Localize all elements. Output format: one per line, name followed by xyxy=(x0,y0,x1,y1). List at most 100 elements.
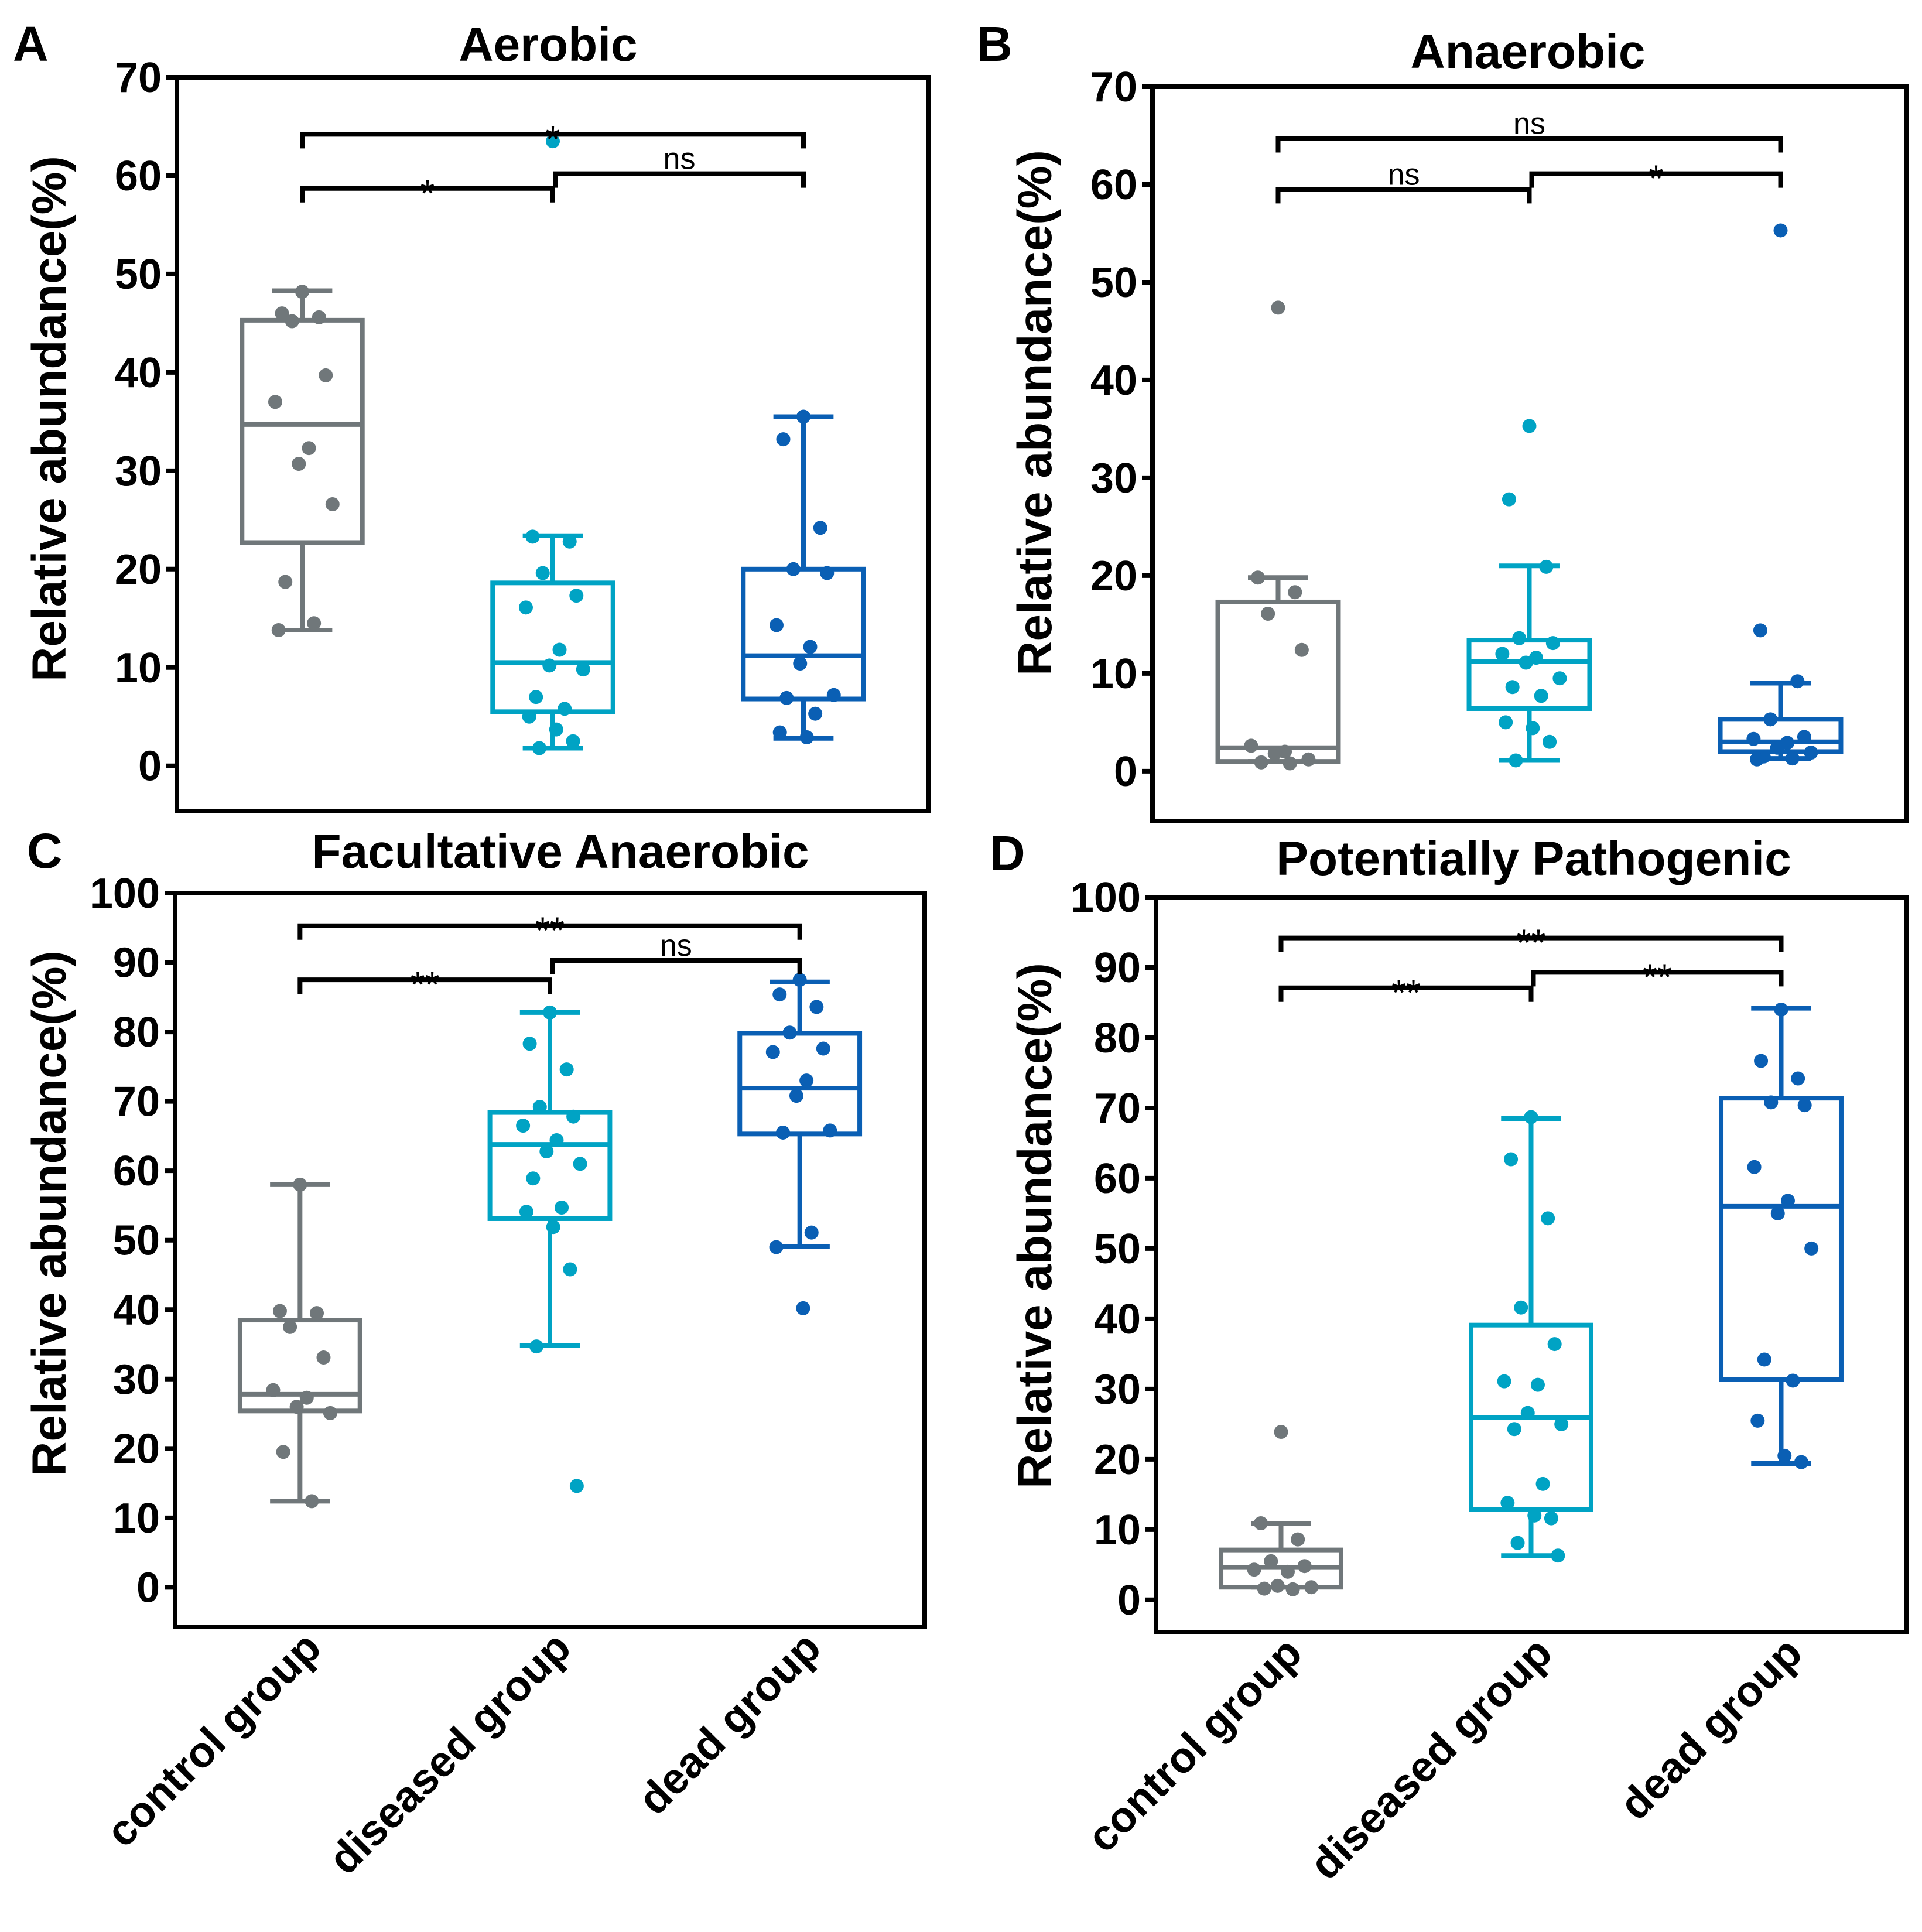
data-point xyxy=(1499,715,1513,730)
data-point xyxy=(275,306,289,321)
data-point xyxy=(796,1301,810,1315)
plot-frame xyxy=(1150,84,1909,823)
data-point xyxy=(796,409,810,424)
data-point xyxy=(1270,1578,1285,1593)
data-point xyxy=(776,432,791,447)
significance-bracket xyxy=(1278,935,1784,952)
significance-bracket xyxy=(1278,985,1534,1002)
data-point xyxy=(1545,636,1560,651)
data-point xyxy=(1271,300,1285,315)
significance-label: ** xyxy=(1517,922,1546,964)
data-point xyxy=(1544,1511,1558,1526)
significance-bracket xyxy=(1529,171,1783,188)
data-point xyxy=(285,314,299,329)
data-point xyxy=(803,640,818,654)
y-tick-label: 50 xyxy=(1090,259,1137,306)
data-point xyxy=(555,1201,569,1215)
significance-label: ** xyxy=(411,963,440,1006)
data-point xyxy=(519,1205,533,1219)
y-axis-label-a: Relative abundance(%) xyxy=(23,156,76,682)
data-point xyxy=(532,1100,547,1114)
iqr-box xyxy=(741,566,866,702)
iqr-box xyxy=(1215,599,1341,764)
panel-title-b: Anaerobic xyxy=(1411,25,1646,78)
data-point xyxy=(562,534,577,549)
data-point xyxy=(516,1119,531,1133)
x-tick-label: control group xyxy=(97,1623,330,1856)
data-point xyxy=(1519,655,1533,670)
data-point xyxy=(1301,752,1316,767)
data-point xyxy=(813,521,827,535)
panel-title-c: Facultative Anaerobic xyxy=(312,825,809,878)
data-point xyxy=(808,706,823,721)
data-point xyxy=(1763,712,1778,727)
significance-bracket xyxy=(300,186,555,203)
data-point xyxy=(1261,607,1275,621)
panel-letter-a: A xyxy=(13,16,49,71)
plot-frame xyxy=(173,891,927,1629)
data-point xyxy=(816,1041,830,1056)
data-point xyxy=(1267,746,1282,761)
y-tick-label: 30 xyxy=(1090,455,1137,502)
data-point xyxy=(292,457,306,471)
data-point xyxy=(1250,570,1265,585)
significance-bracket xyxy=(1275,187,1532,204)
data-point xyxy=(1510,1536,1525,1550)
significance-bracket xyxy=(553,171,806,188)
data-point xyxy=(1785,751,1800,766)
panel-title-a: Aerobic xyxy=(459,18,637,71)
data-point xyxy=(1254,755,1268,770)
y-tick-label: 40 xyxy=(115,350,162,396)
box-diseased-group xyxy=(490,134,615,755)
data-point xyxy=(535,566,550,580)
data-point xyxy=(799,730,814,745)
data-point xyxy=(1504,1152,1519,1167)
data-point xyxy=(1750,1413,1765,1428)
data-point xyxy=(310,1306,324,1321)
data-point xyxy=(1530,1377,1545,1392)
data-point xyxy=(1554,1417,1569,1431)
data-point xyxy=(559,1062,574,1077)
y-axis-label-b: Relative abundance(%) xyxy=(1008,150,1062,676)
y-tick-label: 50 xyxy=(113,1218,160,1264)
data-point xyxy=(1780,1194,1795,1208)
data-point xyxy=(549,1133,564,1148)
data-point xyxy=(293,1177,307,1192)
significance-label: ** xyxy=(1643,956,1672,998)
significance-label: ns xyxy=(660,929,692,963)
data-point xyxy=(1797,1098,1812,1113)
box-control-group xyxy=(1219,1425,1343,1596)
data-point xyxy=(1247,1562,1261,1577)
x-tick-label: diseased group xyxy=(1300,1628,1561,1889)
data-point xyxy=(772,987,787,1002)
data-point xyxy=(563,1262,577,1277)
data-point xyxy=(1770,740,1784,755)
x-tick-label: dead group xyxy=(628,1623,830,1824)
data-point xyxy=(566,1109,581,1124)
data-point xyxy=(1786,1373,1800,1388)
y-tick-label: 100 xyxy=(1071,874,1141,921)
box-dead-group xyxy=(1719,1002,1844,1469)
data-point xyxy=(525,529,540,544)
y-axis-label-d: Relative abundance(%) xyxy=(1008,963,1062,1489)
data-point xyxy=(769,618,784,632)
box-dead-group xyxy=(1718,223,1844,767)
data-point xyxy=(1804,1241,1819,1256)
data-point xyxy=(786,562,801,576)
data-point xyxy=(1750,752,1764,767)
data-point xyxy=(1509,753,1523,768)
data-point xyxy=(804,1225,819,1240)
data-point xyxy=(546,1220,560,1235)
data-point xyxy=(793,656,808,671)
data-point xyxy=(1791,1071,1805,1086)
y-tick-label: 20 xyxy=(1094,1437,1141,1483)
significance-bracket xyxy=(297,977,552,994)
data-point xyxy=(299,1390,314,1405)
data-point xyxy=(546,134,560,149)
data-point xyxy=(1757,1352,1771,1367)
data-point xyxy=(325,497,340,511)
panel-letter-c: C xyxy=(27,823,63,878)
data-point xyxy=(820,566,835,580)
y-tick-label: 10 xyxy=(115,645,162,692)
y-tick-label: 0 xyxy=(138,743,162,790)
